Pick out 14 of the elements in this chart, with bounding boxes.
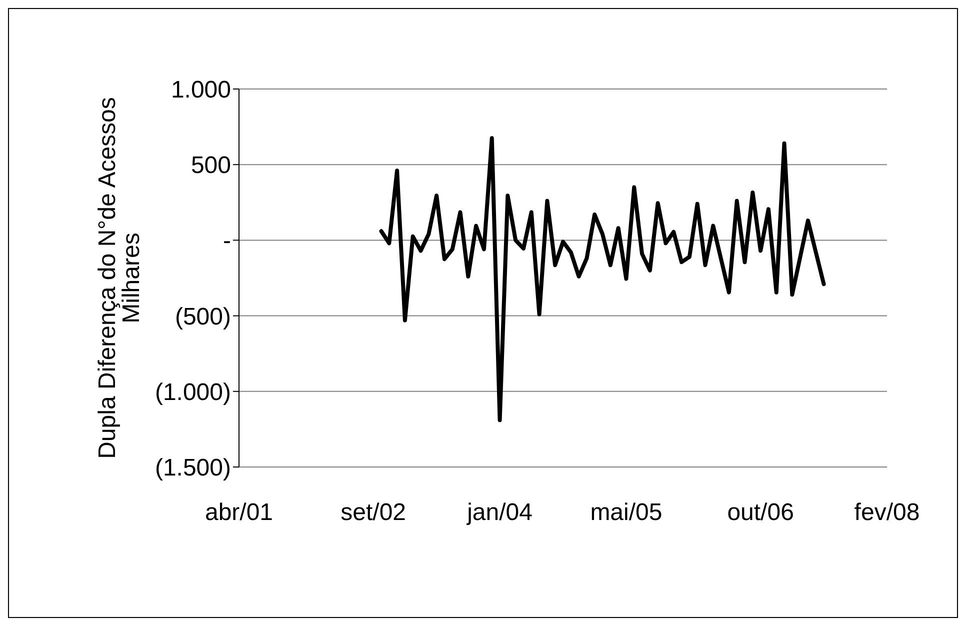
x-tick-label: fev/08 xyxy=(854,499,920,526)
x-tick-label: jan/04 xyxy=(466,499,532,526)
y-tick-label: 1.000 xyxy=(170,76,231,104)
x-tick-label: out/06 xyxy=(727,499,794,526)
x-tick-label: abr/01 xyxy=(204,499,274,526)
y-axis-title: Dupla Diferença do N°de Acessos Milhares xyxy=(94,97,145,459)
line-series xyxy=(379,136,826,422)
x-tick-label: mai/05 xyxy=(590,499,662,526)
y-tick-label: (1.500) xyxy=(154,454,231,482)
y-tick-label: (1.000) xyxy=(154,378,231,406)
y-tick-label: 500 xyxy=(190,152,231,180)
x-tick-label: set/02 xyxy=(340,499,406,526)
y-tick-label: - xyxy=(223,228,231,255)
y-tick-label: (500) xyxy=(174,303,231,330)
